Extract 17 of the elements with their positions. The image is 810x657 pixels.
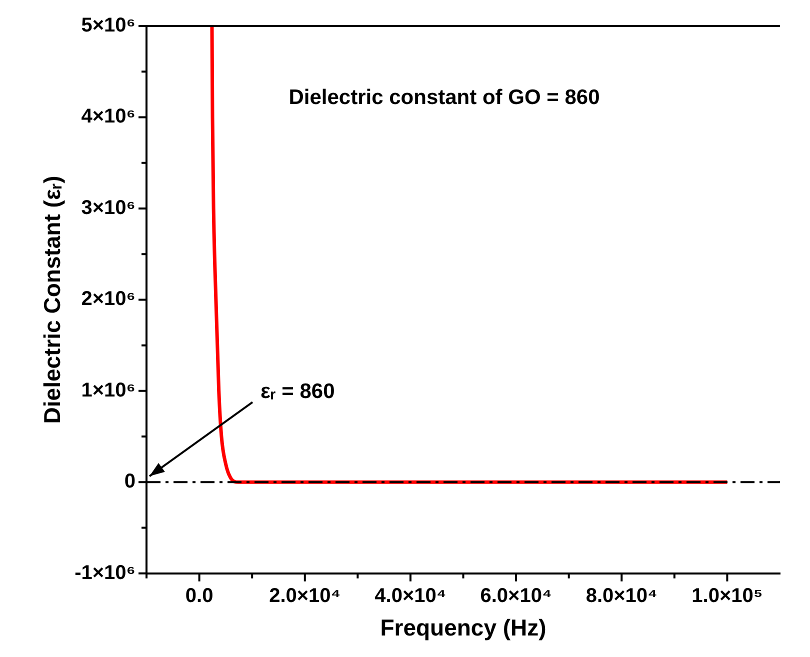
annotation: εᵣ = 860 xyxy=(260,380,335,403)
y-tick-label: 4×10⁶ xyxy=(81,106,136,128)
y-tick-label: 2×10⁶ xyxy=(81,288,136,310)
x-tick-label: 4.0×10⁴ xyxy=(374,584,446,607)
x-tick-label: 2.0×10⁴ xyxy=(269,584,341,607)
x-tick-label: 8.0×10⁴ xyxy=(586,584,658,607)
y-tick-label: -1×10⁶ xyxy=(74,562,136,584)
y-axis-title: Dielectric Constant (εᵣ) xyxy=(39,176,66,424)
x-tick-label: 1.0×10⁵ xyxy=(692,584,763,607)
x-axis-title: Frequency (Hz) xyxy=(380,614,546,641)
y-tick-label: 1×10⁶ xyxy=(81,379,136,402)
y-tick-label: 5×10⁶ xyxy=(81,14,136,37)
annotation: Dielectric constant of GO = 860 xyxy=(288,86,600,109)
x-tick-label: 0.0 xyxy=(185,584,214,607)
y-tick-label: 3×10⁶ xyxy=(81,196,136,219)
y-tick-label: 0 xyxy=(124,470,136,493)
x-tick-label: 6.0×10⁴ xyxy=(480,584,552,607)
